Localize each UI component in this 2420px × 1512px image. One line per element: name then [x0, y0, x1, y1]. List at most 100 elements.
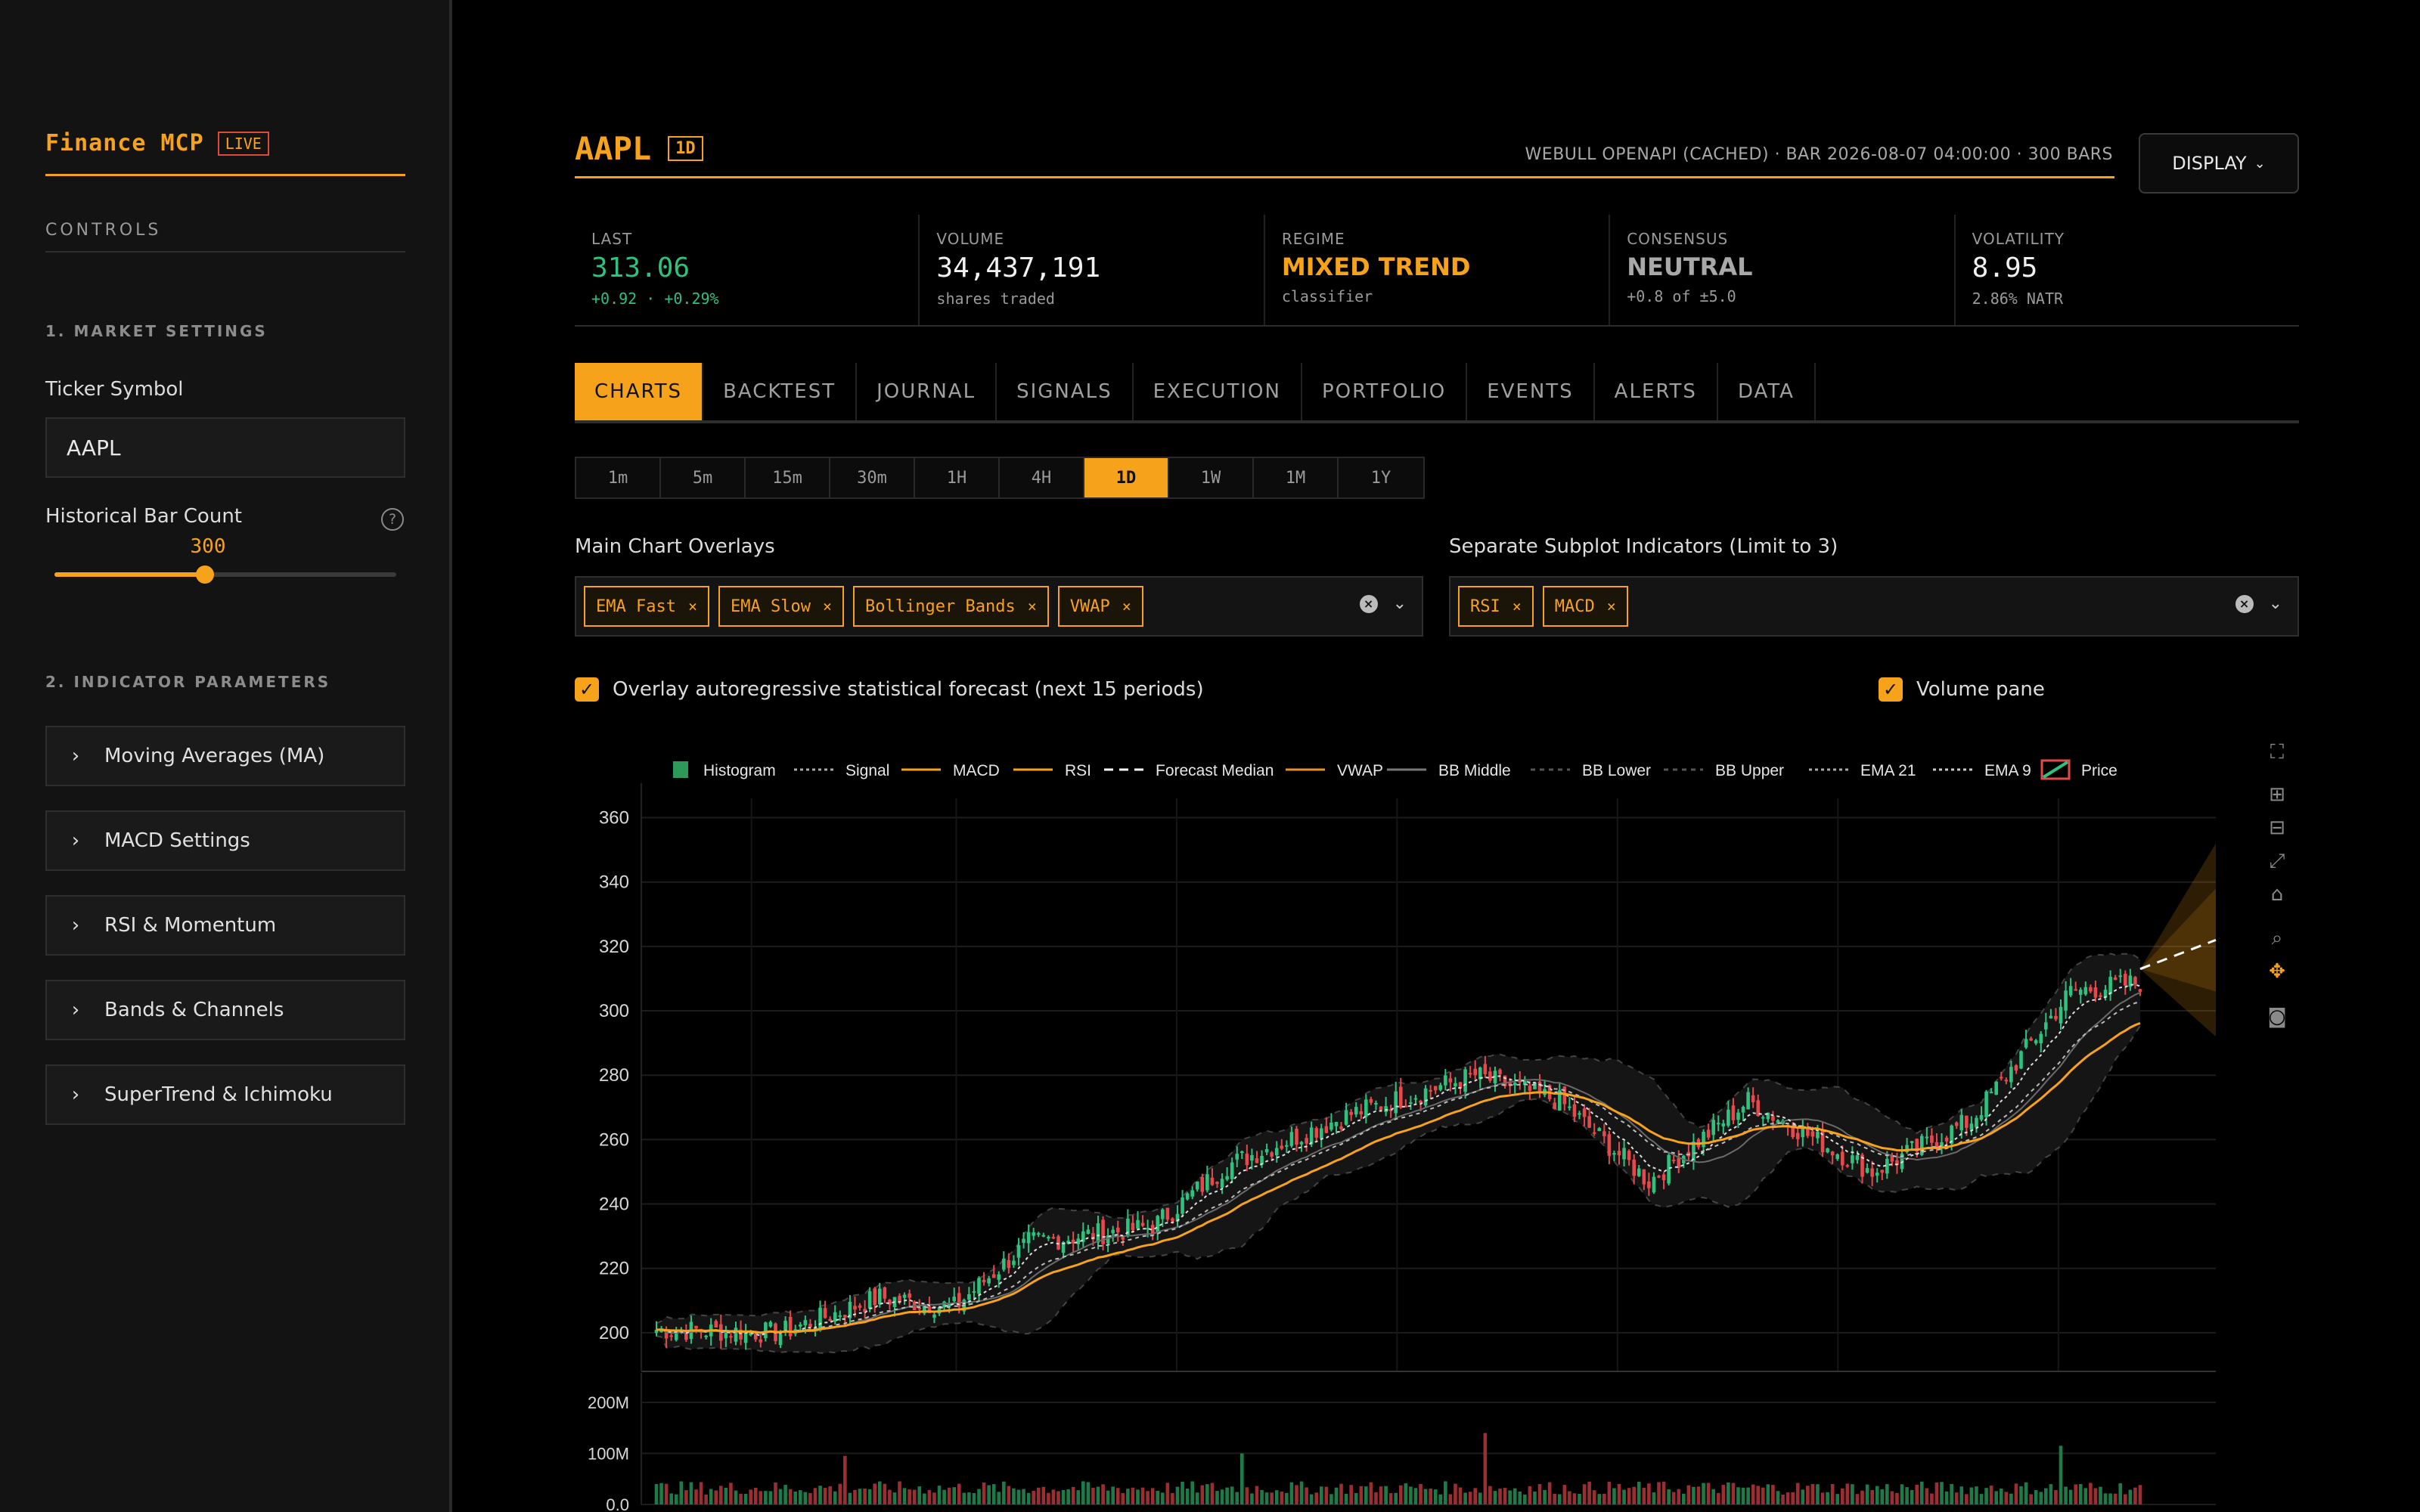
volume-bar [679, 1481, 684, 1504]
autoscale-icon[interactable]: ⤢ [2269, 850, 2285, 872]
chip-vwap[interactable]: VWAP × [1057, 586, 1143, 627]
tab-charts[interactable]: CHARTS [575, 363, 704, 420]
volume-bar [1741, 1487, 1745, 1504]
candle-body [982, 1279, 986, 1283]
bar-count-slider[interactable] [54, 565, 396, 584]
volume-bar [1041, 1486, 1046, 1504]
close-icon[interactable]: × [1122, 597, 1131, 615]
price-chart[interactable]: Histogram Signal MACD RSI Forecast Median VWA… [575, 741, 2261, 1512]
expander-moving-averages[interactable]: › Moving Averages (MA) [45, 726, 405, 786]
timeframe-4h[interactable]: 4H [1000, 458, 1084, 497]
checkbox-checked-icon[interactable]: ✓ [1879, 677, 1903, 702]
overlays-multiselect[interactable]: EMA Fast × EMA Slow × Bollinger Bands × VWA… [575, 576, 1423, 637]
close-icon[interactable]: × [1027, 597, 1037, 615]
candle-body [1463, 1069, 1467, 1092]
tab-execution[interactable]: EXECUTION [1134, 363, 1302, 420]
tab-events[interactable]: EVENTS [1467, 363, 1595, 420]
timeframe-5m[interactable]: 5m [661, 458, 746, 497]
volume-bar [1454, 1483, 1457, 1504]
metric-value: 8.95 [1972, 253, 2038, 284]
candle-body [1309, 1127, 1314, 1145]
candle-body [1171, 1218, 1174, 1221]
volume-bar [808, 1492, 812, 1504]
chip-rsi[interactable]: RSI × [1458, 586, 1534, 627]
candle-body [1537, 1081, 1542, 1092]
timeframe-1w[interactable]: 1W [1169, 458, 1254, 497]
expander-bands-channels[interactable]: › Bands & Channels [45, 980, 405, 1040]
clear-icon[interactable]: × [1359, 594, 1378, 613]
candle-body [1582, 1108, 1587, 1117]
home-icon[interactable]: ⌂ [2270, 883, 2284, 906]
timeframe-1h[interactable]: 1H [915, 458, 1000, 497]
candle-body [1036, 1233, 1041, 1235]
timeframe-1mo[interactable]: 1M [1254, 458, 1339, 497]
tab-backtest[interactable]: BACKTEST [703, 363, 858, 420]
forecast-median-line [2139, 938, 2217, 971]
timeframe-1d[interactable]: 1D [1084, 458, 1169, 497]
volume-bar [858, 1489, 862, 1504]
chip-ema-slow[interactable]: EMA Slow × [718, 586, 845, 627]
close-icon[interactable]: × [822, 597, 833, 615]
chip-macd[interactable]: MACD × [1542, 586, 1628, 627]
ticker-input[interactable] [45, 417, 405, 478]
volume-bar [818, 1486, 822, 1504]
volume-bar [1245, 1487, 1249, 1504]
tab-signals[interactable]: SIGNALS [997, 363, 1134, 420]
expander-supertrend-ichimoku[interactable]: › SuperTrend & Ichimoku [45, 1064, 405, 1125]
candle-body [1026, 1232, 1031, 1244]
candle-body [1354, 1107, 1358, 1115]
tab-portfolio[interactable]: PORTFOLIO [1302, 363, 1468, 420]
tab-journal[interactable]: JOURNAL [857, 363, 997, 420]
slider-thumb[interactable] [195, 565, 214, 584]
y-tick-label: 260 [599, 1129, 629, 1150]
metric-value: MIXED TREND [1281, 253, 1471, 281]
chip-label: Bollinger Bands [865, 596, 1016, 616]
timeframe-1m[interactable]: 1m [576, 458, 661, 497]
expander-rsi-momentum[interactable]: › RSI & Momentum [45, 895, 405, 956]
zoom-icon[interactable]: ⌕ [2271, 927, 2283, 950]
chip-ema-fast[interactable]: EMA Fast × [584, 586, 710, 627]
candle-body [743, 1330, 748, 1343]
checkbox-checked-icon[interactable]: ✓ [575, 677, 599, 702]
expander-macd-settings[interactable]: › MACD Settings [45, 810, 405, 871]
forecast-toggle[interactable]: ✓ Overlay autoregressive statistical for… [575, 677, 1204, 702]
close-icon[interactable]: × [1512, 597, 1522, 615]
display-button[interactable]: DISPLAY ⌄ [2139, 133, 2299, 194]
candle-body [1661, 1174, 1666, 1181]
subplots-multiselect[interactable]: RSI × MACD × × ⌄ [1449, 576, 2299, 637]
clear-icon[interactable]: × [2235, 594, 2254, 613]
candle-body [1617, 1151, 1621, 1156]
vwap-line [656, 1021, 2141, 1334]
volume-bar [1637, 1482, 1641, 1504]
volume-bar [1056, 1491, 1060, 1504]
close-icon[interactable]: × [687, 597, 698, 615]
camera-icon[interactable]: ◙ [2267, 1005, 2287, 1028]
tab-data[interactable]: DATA [1718, 363, 1816, 420]
timeframe-1y[interactable]: 1Y [1339, 458, 1423, 497]
fullscreen-icon[interactable]: ⛶ [2270, 741, 2285, 764]
volume-pane-toggle[interactable]: ✓ Volume pane [1879, 677, 2045, 702]
candle-body [1423, 1088, 1428, 1106]
volume-bar [684, 1490, 688, 1504]
volume-bar [1667, 1489, 1671, 1504]
candle-body [1314, 1128, 1319, 1138]
volume-bar [927, 1489, 932, 1504]
candle-body [867, 1291, 872, 1309]
zoom-in-icon[interactable]: ⊞ [2269, 783, 2285, 806]
candle-body [1944, 1137, 1949, 1142]
tab-alerts[interactable]: ALERTS [1595, 363, 1718, 420]
chevron-down-icon[interactable]: ⌄ [2268, 594, 2282, 613]
timeframe-30m[interactable]: 30m [830, 458, 915, 497]
help-icon[interactable]: ? [381, 508, 404, 531]
close-icon[interactable]: × [1606, 597, 1616, 615]
pan-icon[interactable]: ✥ [2269, 960, 2285, 983]
candle-body [1131, 1222, 1135, 1231]
volume-bar [1736, 1487, 1740, 1504]
zoom-out-icon[interactable]: ⊟ [2269, 816, 2285, 839]
chip-bollinger-bands[interactable]: Bollinger Bands × [853, 586, 1049, 627]
volume-bar [977, 1489, 981, 1504]
volume-bar [1175, 1486, 1180, 1504]
timeframe-15m[interactable]: 15m [746, 458, 830, 497]
chevron-down-icon[interactable]: ⌄ [1392, 594, 1407, 613]
candle-body [1388, 1109, 1393, 1111]
